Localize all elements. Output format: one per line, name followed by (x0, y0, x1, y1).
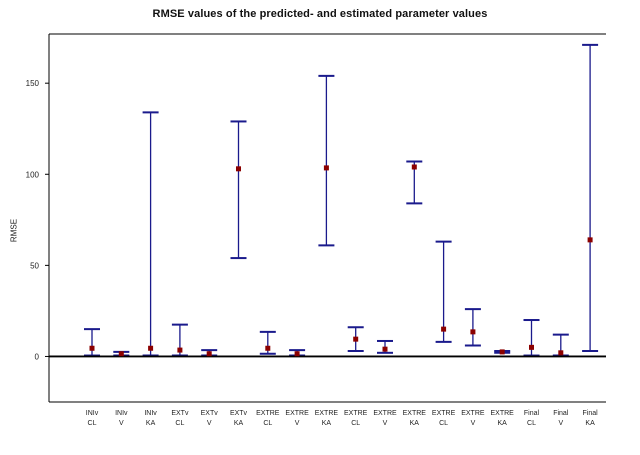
x-tick-label: Final KA (583, 410, 599, 427)
point-estimate (236, 166, 241, 172)
x-tick-label: INIv V (115, 410, 128, 427)
y-tick-label: 0 (35, 352, 40, 361)
x-tick-label: EXTRE KA (491, 410, 515, 427)
x-tick-label: Final CL (524, 410, 540, 427)
x-tick-label: Final V (553, 410, 569, 427)
x-tick-label: EXTRE CL (256, 410, 280, 427)
y-axis-label: RMSE (9, 218, 19, 243)
x-tick-label: EXTv V (201, 410, 219, 427)
point-estimate (587, 237, 593, 243)
point-estimate (177, 347, 183, 353)
y-tick-label: 150 (26, 79, 40, 88)
x-tick-label: EXTv KA (230, 410, 248, 427)
y-tick-label: 50 (30, 261, 39, 270)
x-tick-label: EXTv CL (171, 410, 189, 427)
point-estimate (529, 344, 534, 350)
point-estimate (265, 345, 271, 351)
point-estimate (470, 329, 476, 335)
point-estimate (499, 349, 505, 355)
point-estimate (382, 346, 388, 352)
point-estimate (558, 350, 564, 356)
point-estimate (441, 326, 447, 332)
x-tick-label: EXTRE V (461, 410, 485, 427)
x-tick-label: EXTRE CL (344, 410, 368, 427)
point-estimate (323, 165, 329, 171)
point-estimate (411, 164, 417, 170)
x-tick-label: EXTRE V (373, 410, 397, 427)
point-estimate (206, 351, 212, 357)
point-estimate (294, 351, 300, 357)
x-tick-label: EXTRE KA (315, 410, 339, 427)
x-tick-label: EXTRE KA (403, 410, 427, 427)
x-tick-label: INIv KA (144, 410, 157, 427)
y-tick-label: 100 (26, 170, 40, 179)
point-estimate (89, 345, 95, 351)
chart-title: RMSE values of the predicted- and estima… (152, 8, 488, 20)
x-tick-label: INIv CL (86, 410, 99, 427)
x-tick-label: EXTRE V (285, 410, 309, 427)
x-tick-label: EXTRE CL (432, 410, 456, 427)
point-estimate (353, 336, 359, 342)
point-estimate (118, 351, 124, 357)
point-estimate (148, 345, 154, 351)
